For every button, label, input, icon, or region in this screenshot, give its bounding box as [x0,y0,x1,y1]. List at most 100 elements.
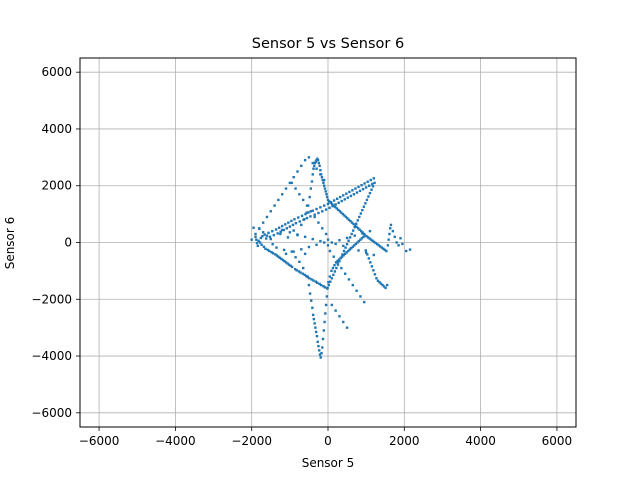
data-point [369,178,372,182]
data-point [297,216,300,219]
data-point [322,285,325,288]
data-point [278,256,282,260]
data-point [308,195,311,199]
data-point [376,243,379,246]
x-tick-label: 6000 [542,434,573,448]
data-point [391,229,395,233]
data-point [277,226,281,229]
data-point [307,245,311,249]
data-point [313,322,316,325]
data-point [335,197,339,200]
data-point [289,264,292,267]
data-point [312,167,315,170]
data-point [357,249,360,252]
x-axis-label: Sensor 5 [302,456,355,470]
data-point [255,241,259,245]
data-point [284,261,288,264]
data-point [315,243,318,246]
x-tick-label: −2000 [231,434,272,448]
data-point [362,235,365,239]
data-point [352,193,356,196]
data-point [386,244,390,247]
data-point [269,210,272,213]
data-point [314,160,317,163]
data-point [350,232,353,236]
data-point [359,295,362,298]
data-point [264,247,267,250]
data-point [345,236,349,240]
data-point [279,232,282,236]
data-point [369,261,372,264]
data-point [350,221,354,224]
data-point [348,190,351,194]
data-point [314,326,317,329]
data-point [371,185,375,188]
data-point [270,250,273,254]
data-point [380,246,383,249]
data-point [351,283,354,287]
data-point [363,234,367,237]
data-point [358,215,361,219]
data-point [269,237,272,241]
data-point [319,173,322,176]
data-point [353,225,356,229]
data-point [356,241,359,244]
data-point [322,241,326,244]
data-point [371,182,374,186]
data-point [355,225,358,229]
y-tick-label: 2000 [41,179,72,193]
data-point [363,300,366,304]
data-point [405,249,408,253]
data-point [273,204,276,207]
data-point [303,273,306,277]
data-point [318,349,321,352]
data-point [319,168,322,172]
data-point [355,222,358,225]
data-point [322,204,326,207]
data-point [326,238,330,241]
grid [80,58,576,427]
data-point [368,184,371,187]
data-point [316,281,319,285]
data-point [371,239,374,242]
data-point [334,261,338,264]
data-point [395,241,398,244]
data-point [277,255,280,258]
data-point [328,275,332,278]
data-point [353,244,356,247]
data-point [330,303,334,307]
data-point [263,233,266,236]
data-point [317,344,320,348]
data-point [388,232,391,236]
data-point [310,180,314,183]
data-point [379,245,382,248]
data-point [288,225,292,228]
data-point [354,187,357,190]
data-point [288,181,292,185]
data-point [408,248,412,251]
data-point [286,236,290,239]
data-point [332,273,335,277]
data-point [338,239,341,242]
data-point [368,237,371,240]
data-point [313,213,316,216]
data-point [358,189,362,193]
data-point [333,264,336,267]
data-point [310,278,313,281]
data-point [319,239,322,243]
data-point [382,247,385,250]
data-point [388,227,392,230]
data-point [302,266,305,270]
data-point [298,193,301,196]
data-point [254,232,257,236]
data-point [347,239,350,242]
data-point [338,260,341,263]
data-point [293,267,297,271]
data-point [323,320,326,324]
y-tick-label: 0 [64,236,72,250]
data-point [356,219,359,222]
data-point [313,215,316,219]
data-point [292,250,295,253]
data-point [317,161,321,165]
